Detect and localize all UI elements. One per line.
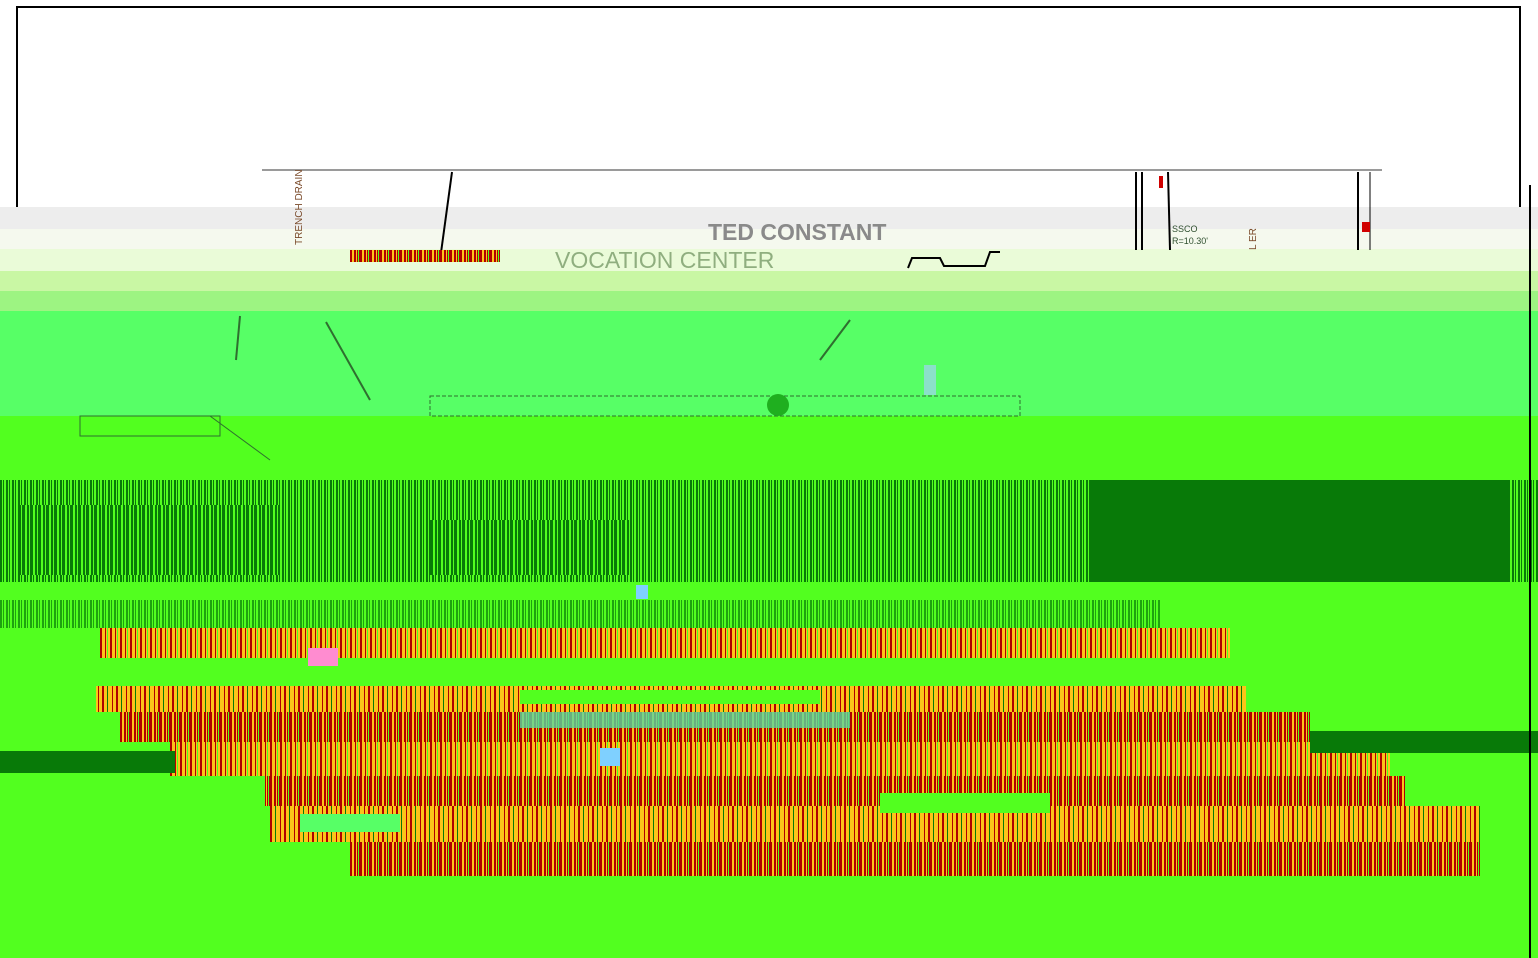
site-line-10	[819, 319, 851, 361]
lawn-strip-2	[520, 690, 820, 704]
lawn-strip-4	[300, 814, 400, 832]
lawn-band-light	[0, 271, 1538, 291]
tree-symbol	[767, 394, 789, 416]
edge-letters-label: L ER	[1248, 228, 1259, 250]
dark-grass-block-left	[20, 505, 280, 575]
red-marker-1	[1159, 176, 1163, 188]
dark-bar-left	[0, 751, 175, 773]
lawn-area-upper	[0, 311, 1538, 416]
colored-marker-2	[308, 648, 338, 666]
blue-strip	[520, 712, 850, 728]
parking-row-4	[170, 742, 1390, 776]
dark-grass-block-mid	[430, 520, 630, 575]
texture-row-1	[0, 600, 1160, 628]
ssco-label: SSCO	[1172, 224, 1198, 234]
parking-row-6	[270, 806, 1480, 842]
lawn-strip-3	[880, 793, 1050, 813]
walkway-line	[907, 251, 1000, 269]
building-outline-mid	[429, 395, 1021, 417]
dark-grass-block-right	[1090, 480, 1510, 582]
colored-marker-1	[636, 585, 648, 599]
site-line-8	[325, 321, 371, 401]
site-line-7	[235, 315, 241, 361]
red-marker-2	[1362, 222, 1370, 232]
trench-drain-label: TRENCH DRAIN	[294, 169, 305, 245]
colored-marker-3	[600, 748, 620, 766]
building-outline-left	[79, 415, 221, 437]
building-name-line2: VOCATION CENTER	[555, 247, 774, 273]
building-name-line1: TED CONSTANT	[708, 219, 886, 245]
pale-band-2	[0, 229, 1538, 249]
site-line-1	[439, 171, 453, 261]
dark-bar-right	[1310, 731, 1538, 753]
site-line-4	[1167, 171, 1171, 251]
pale-band-1	[0, 207, 1538, 229]
utility-marker	[924, 365, 936, 395]
red-marker-3	[350, 250, 500, 262]
parking-row-7	[350, 842, 1480, 876]
ssco-rim-label: R=10.30'	[1172, 236, 1208, 246]
parking-row-1	[100, 628, 1230, 658]
lawn-band-pale	[0, 291, 1538, 311]
lawn-strip-1	[250, 668, 400, 686]
parking-row-5	[265, 776, 1405, 806]
